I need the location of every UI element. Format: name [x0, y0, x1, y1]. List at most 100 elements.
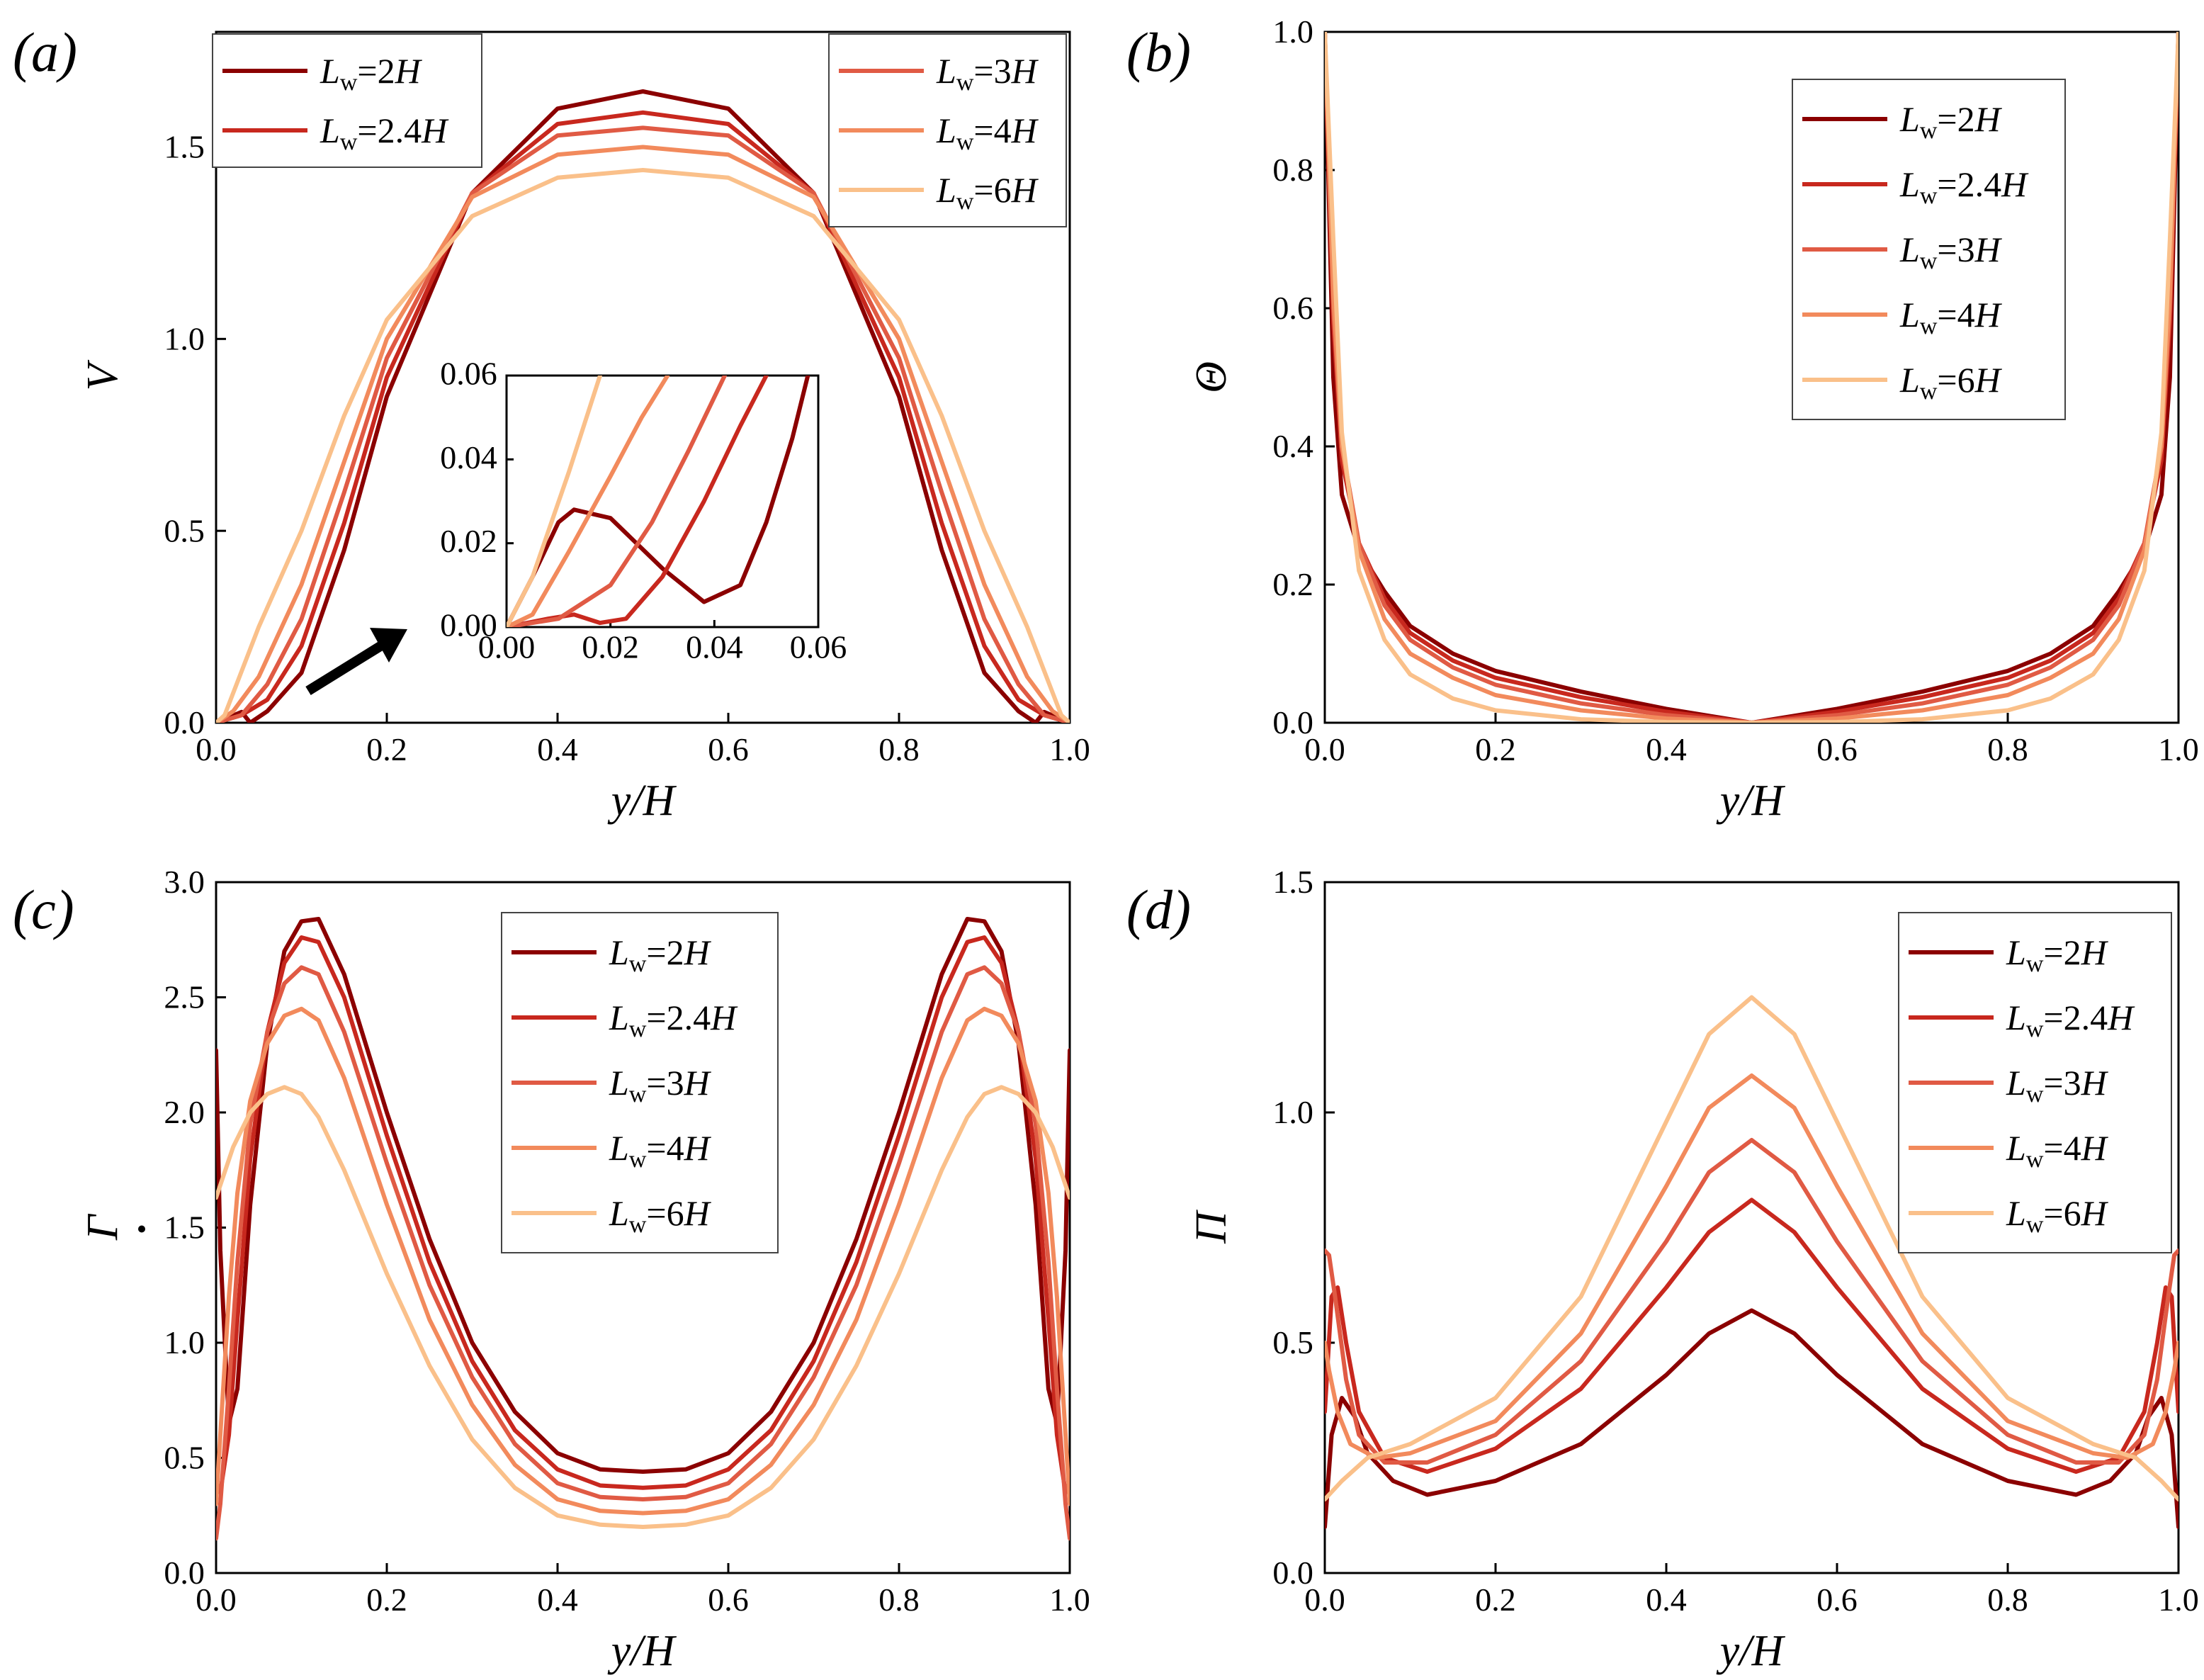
panel-label: (b): [1126, 21, 1191, 83]
legend-h: H: [2001, 164, 2029, 204]
x-tick-label: 0.8: [878, 731, 920, 767]
series-line-lw2.4h: [216, 110, 1070, 723]
legend-h: H: [1974, 99, 2003, 139]
legend-eq: =6: [1937, 360, 1974, 400]
legend-h: H: [1974, 295, 2003, 334]
legend-eq: =6: [2043, 1193, 2081, 1233]
y-axis-title-dot: [138, 1225, 145, 1233]
legend-h: H: [1011, 111, 1039, 150]
legend-eq: =2.4: [1937, 164, 2001, 204]
legend-h: H: [2081, 1193, 2109, 1233]
legend-sub: w: [1920, 118, 1938, 144]
legend-l: L: [1899, 295, 1920, 334]
series-line-lw6h: [216, 1085, 1070, 1529]
x-tick-label: 1.0: [2158, 731, 2199, 767]
legend-sub: w: [629, 1146, 647, 1173]
series-line-lw4h: [216, 1006, 1070, 1516]
legend-h: H: [1011, 51, 1039, 91]
y-axis-title: Γ: [79, 1213, 127, 1241]
legend-sub: w: [1920, 183, 1938, 209]
legend-eq: =4: [1937, 295, 1974, 334]
x-tick-label: 0.2: [366, 731, 407, 767]
panel-d: (d)0.0 0.2 0.4 0.6 0.8 1.00.00.51.01.5y/HΠLw=…: [1126, 864, 2199, 1675]
legend-l: L: [2006, 932, 2026, 972]
legend-label: Lw=2.4H: [320, 111, 449, 155]
y-tick-label: 1.0: [1272, 13, 1313, 50]
legend-label: Lw=3H: [609, 1063, 712, 1107]
y-tick-label: 2.0: [164, 1094, 205, 1130]
legend-h: H: [2107, 998, 2135, 1037]
y-tick-label: 0.5: [1272, 1324, 1313, 1360]
y-tick-label: 0.8: [1272, 152, 1313, 188]
x-axis-title: y/H: [1716, 777, 1786, 825]
legend-l: L: [609, 1063, 629, 1103]
legend-h: H: [684, 1128, 712, 1168]
legend-sub: w: [1920, 313, 1938, 339]
legend-h: H: [421, 111, 449, 150]
y-tick-label: 0.0: [164, 1555, 205, 1591]
legend-label: Lw=3H: [936, 51, 1039, 96]
legend-sub: w: [340, 69, 358, 96]
y-tick-label: 0.00: [440, 607, 497, 643]
x-tick-label: 0.8: [1987, 1582, 2028, 1618]
legend-sub: w: [2026, 1081, 2044, 1107]
y-axis-title: Θ: [1187, 361, 1236, 393]
x-axis-title: y/H: [1716, 1627, 1786, 1675]
panel-label: (a): [13, 21, 77, 83]
legend-label: Lw=4H: [609, 1128, 712, 1173]
x-tick-label: 0.2: [1475, 1582, 1516, 1618]
legend-sub: w: [629, 1081, 647, 1107]
legend-label: Lw=6H: [936, 170, 1039, 215]
legend-eq: =2.4: [2043, 998, 2108, 1037]
legend-sub: w: [1920, 378, 1938, 405]
legend-h: H: [684, 932, 712, 972]
plot-frame: [215, 30, 1071, 724]
series-line-lw3h: [1325, 32, 2178, 723]
y-axis-title: V: [79, 359, 127, 390]
legend-l: L: [609, 1128, 629, 1168]
x-tick-label: 0.8: [878, 1582, 920, 1618]
y-tick-label: 2.5: [164, 979, 205, 1015]
y-tick-label: 1.0: [1272, 1094, 1313, 1130]
legend-l: L: [2006, 1063, 2026, 1103]
legend-l: L: [320, 51, 340, 91]
legend-eq: =2.4: [646, 998, 711, 1037]
legend-sub: w: [340, 129, 358, 155]
legend-h: H: [710, 998, 738, 1037]
x-tick-label: 0.04: [686, 629, 743, 665]
x-tick-label: 0.02: [582, 629, 639, 665]
legend-l: L: [1899, 360, 1920, 400]
series-line-lw3h: [216, 125, 1070, 723]
y-tick-label: 0.0: [164, 704, 205, 740]
x-tick-label: 0.2: [366, 1582, 407, 1618]
x-tick-label: 0.06: [790, 629, 847, 665]
x-tick-label: 0.0: [1304, 731, 1345, 767]
arrow-shaft: [305, 641, 385, 695]
legend-eq: =2: [646, 932, 684, 972]
x-tick-label: 0.8: [1987, 731, 2028, 767]
x-tick-label: 0.6: [1816, 1582, 1858, 1618]
y-tick-label: 0.5: [164, 512, 205, 548]
inset: 0.00 0.02 0.04 0.06 0.00 0.02 0.04 0.06: [440, 356, 847, 665]
x-tick-label: 0.0: [196, 731, 237, 767]
legend-h: H: [684, 1063, 712, 1103]
legend-eq: =3: [973, 51, 1011, 91]
legend-h: H: [684, 1193, 712, 1233]
legend-label: Lw=2H: [2006, 932, 2109, 977]
legend-eq: =4: [646, 1128, 684, 1168]
legend-sub: w: [2026, 1212, 2044, 1238]
x-tick-label: 0.2: [1475, 731, 1516, 767]
legend-h: H: [395, 51, 423, 91]
series-line-lw2h: [216, 89, 1070, 723]
y-tick-label: 0.2: [1272, 566, 1313, 602]
series-line-lw6h: [1325, 32, 2178, 723]
y-tick-label: 0.6: [1272, 290, 1313, 326]
x-tick-label: 0.0: [1304, 1582, 1345, 1618]
y-tick-label: 0.5: [164, 1440, 205, 1476]
panel-label: (c): [13, 879, 74, 940]
x-tick-label: 0.0: [196, 1582, 237, 1618]
series-line-lw4h: [1325, 32, 2178, 723]
legend-l: L: [936, 111, 956, 150]
x-tick-label: 0.6: [1816, 731, 1858, 767]
inset-frame: [505, 374, 820, 628]
